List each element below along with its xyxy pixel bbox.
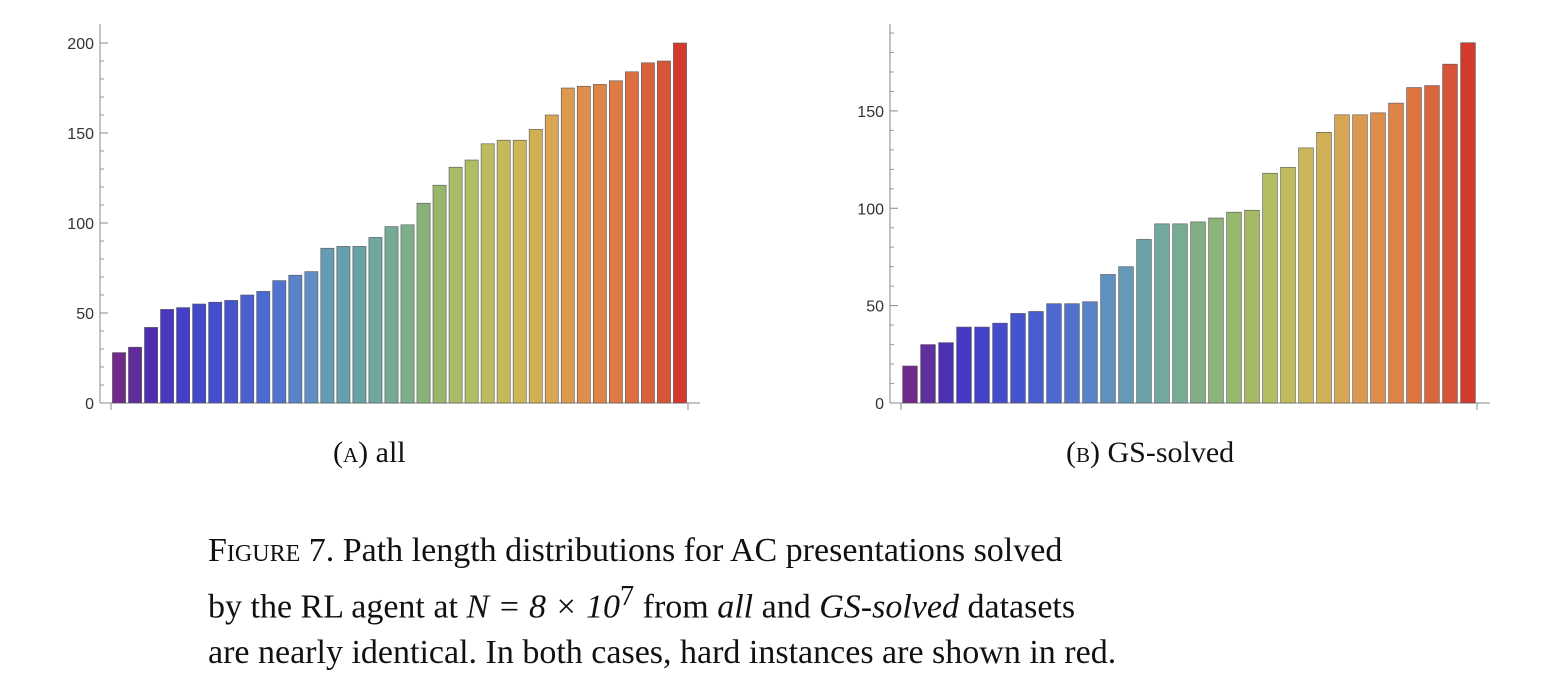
bar	[320, 247, 335, 404]
bar	[592, 84, 607, 404]
bar	[1028, 311, 1044, 404]
bar	[464, 159, 479, 404]
subcaption-a-label: (a)	[333, 436, 369, 469]
bar	[528, 129, 543, 404]
bar	[992, 322, 1008, 404]
bar	[1334, 114, 1350, 404]
bar	[938, 342, 954, 404]
bar	[128, 346, 142, 404]
bar	[256, 291, 271, 404]
bar	[512, 139, 527, 404]
caption-all: all	[717, 588, 754, 626]
bar	[416, 202, 431, 404]
bar	[1424, 85, 1440, 404]
subcaption-b-label: (b)	[1066, 436, 1100, 469]
bar	[1352, 114, 1368, 404]
bar	[1064, 303, 1080, 404]
bar	[1262, 172, 1278, 404]
caption-math-exponent: 7	[619, 581, 635, 612]
bar	[240, 294, 255, 404]
caption-line-1-text: Path length distributions for AC present…	[334, 532, 1063, 569]
bar	[1280, 167, 1296, 404]
bar	[544, 114, 559, 404]
bar	[1118, 266, 1134, 404]
bar	[304, 271, 319, 404]
bar	[1244, 209, 1260, 404]
bar	[1154, 223, 1170, 404]
bar	[368, 237, 383, 404]
y-tick-label: 50	[76, 306, 94, 323]
bar	[224, 300, 239, 404]
bar	[1100, 274, 1116, 404]
bar	[920, 344, 936, 404]
y-tick-label: 200	[67, 36, 94, 53]
bar	[956, 326, 972, 404]
bar	[1298, 147, 1314, 404]
caption-line-2: by the RL agent at N = 8 × 107 from all …	[208, 574, 1358, 630]
caption-line-2-b: from	[634, 588, 718, 626]
caption-line-2-c: and	[753, 588, 820, 626]
bar	[1136, 239, 1152, 404]
bar	[1082, 301, 1098, 404]
bar	[576, 85, 591, 404]
y-tick-label: 100	[857, 201, 884, 218]
bar	[609, 80, 623, 404]
y-tick-label: 0	[85, 396, 94, 413]
y-tick-label: 50	[866, 299, 884, 316]
chart-gs-solved: 0 50 100 150	[857, 24, 1490, 413]
caption-line-2-a: by the RL agent at	[208, 588, 467, 626]
bar	[448, 166, 463, 404]
bar	[144, 327, 158, 404]
bar	[1406, 87, 1422, 404]
bar	[1172, 223, 1188, 404]
bar	[208, 301, 223, 404]
bar	[902, 365, 918, 404]
caption-line-2-d: datasets	[958, 588, 1076, 626]
caption-figure-label: Figure 7.	[208, 532, 335, 569]
bar	[625, 71, 639, 404]
y-tick-label: 100	[67, 216, 94, 233]
figure-caption: Figure 7. Path length distributions for …	[208, 528, 1358, 676]
caption-gs-solved: GS-solved	[819, 588, 959, 626]
bar	[272, 280, 287, 404]
bar	[432, 184, 447, 404]
chart-all: 0 50 100 150 200	[67, 24, 700, 413]
bar	[1046, 303, 1062, 404]
bar	[1460, 42, 1476, 404]
subcaption-b-text: GS-solved	[1107, 436, 1235, 469]
bar	[1388, 102, 1404, 404]
y-tick-label: 150	[67, 126, 94, 143]
bar	[192, 303, 207, 404]
bar	[673, 42, 687, 404]
bar	[160, 309, 174, 404]
subcaption-a-text: all	[375, 436, 406, 469]
caption-line-1: Figure 7. Path length distributions for …	[208, 528, 1358, 574]
subcaption-b: (b) GS-solved	[1066, 436, 1234, 470]
bar	[1226, 211, 1242, 404]
bar	[384, 226, 399, 404]
bar	[1010, 313, 1026, 404]
bar	[1316, 132, 1332, 404]
bar	[480, 143, 495, 404]
bar	[560, 87, 575, 404]
bar	[336, 246, 351, 404]
bar	[1370, 112, 1386, 404]
bar	[288, 274, 303, 404]
bar	[496, 139, 511, 404]
bar	[974, 326, 990, 404]
bar	[657, 60, 671, 404]
bar	[1442, 63, 1458, 404]
y-tick-label: 150	[857, 104, 884, 121]
caption-line-3: are nearly identical. In both cases, har…	[208, 634, 1117, 672]
bar	[176, 307, 190, 404]
caption-math: N = 8 × 10	[466, 588, 620, 626]
bar	[112, 352, 126, 404]
bar	[641, 62, 655, 404]
bar	[1190, 221, 1206, 404]
bar	[352, 246, 367, 404]
bar	[400, 224, 415, 404]
subcaption-a: (a) all	[333, 436, 406, 470]
bar	[1208, 217, 1224, 404]
y-tick-label: 0	[875, 396, 884, 413]
